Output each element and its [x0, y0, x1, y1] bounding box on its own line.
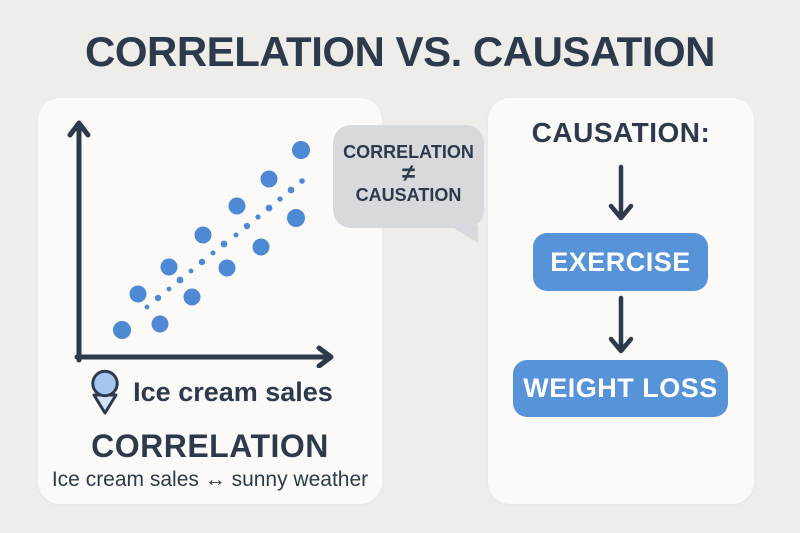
data-point	[220, 240, 228, 248]
data-point	[252, 238, 270, 256]
not-equal-sign: ≠	[401, 160, 416, 187]
data-point	[113, 321, 131, 339]
data-point	[218, 259, 236, 277]
data-point	[176, 276, 184, 284]
data-point	[154, 294, 162, 302]
page-title: CORRELATION VS. CAUSATION	[85, 28, 715, 75]
ice-cream-icon	[91, 369, 119, 415]
x-axis-arrowhead-icon	[316, 345, 334, 368]
data-point	[183, 288, 201, 306]
x-axis-caption: Ice cream sales	[38, 368, 382, 416]
data-point	[144, 304, 150, 310]
down-arrow-icon	[608, 164, 634, 221]
data-point	[151, 315, 169, 333]
data-point	[287, 186, 295, 194]
data-point	[233, 232, 239, 238]
scatter-plot	[67, 120, 334, 368]
data-point	[188, 268, 194, 274]
data-point	[265, 204, 273, 212]
speech-bubble: CORRELATION ≠ CAUSATION	[333, 125, 484, 243]
axis-caption-label: Ice cream sales	[133, 376, 333, 407]
exercise-box: EXERCISE	[533, 233, 708, 291]
data-point	[198, 258, 206, 266]
scatter-dots	[113, 141, 310, 339]
data-point	[277, 196, 283, 202]
bubble-line-1: CORRELATION	[343, 142, 474, 162]
data-point	[299, 178, 305, 184]
data-point	[210, 250, 216, 256]
weight-loss-box: WEIGHT LOSS	[513, 360, 728, 417]
correlation-heading: CORRELATION	[91, 428, 329, 464]
bubble-line-3: CAUSATION	[355, 185, 462, 205]
data-point	[194, 226, 212, 244]
trend-line	[144, 178, 305, 310]
data-point	[260, 170, 278, 188]
y-axis-arrowhead-icon	[67, 120, 91, 138]
data-point	[287, 209, 305, 227]
data-point	[243, 222, 251, 230]
causation-panel: CAUSATION: EXERCISE WEIGHT LOSS	[488, 98, 754, 504]
data-point	[160, 258, 178, 276]
data-point	[166, 286, 172, 292]
correlation-panel: Ice cream sales CORRELATION Ice cream sa…	[38, 98, 382, 504]
correlation-subtitle: Ice cream sales ↔ sunny weather	[51, 468, 369, 491]
causation-heading: CAUSATION:	[531, 117, 711, 148]
data-point	[228, 197, 246, 215]
speech-bubble-tail	[449, 225, 478, 243]
data-point	[129, 285, 147, 303]
down-arrow-icon	[608, 295, 634, 354]
data-point	[292, 141, 310, 159]
data-point	[255, 214, 261, 220]
